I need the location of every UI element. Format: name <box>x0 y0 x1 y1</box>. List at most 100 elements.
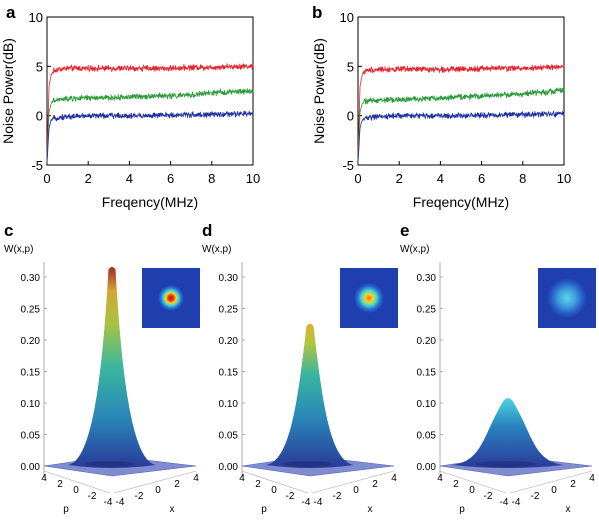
panel-a-xlabel: Freqency(MHz) <box>102 194 198 210</box>
y-tick-label: -5 <box>31 158 43 173</box>
panel-letter-d: d <box>202 221 212 240</box>
panel-a-series <box>46 63 254 164</box>
p-tick-label: 4 <box>41 473 47 484</box>
p-tick-label: 0 <box>73 485 79 496</box>
p-tick-label: 0 <box>271 485 277 496</box>
x-tick-label: -2 <box>333 491 342 502</box>
x-tick-label: 4 <box>437 171 444 186</box>
panel-b-series <box>357 63 565 164</box>
wigner-peak-surface <box>266 323 354 468</box>
p-tick-label: 4 <box>239 473 245 484</box>
z-tick-label: 0.00 <box>417 462 437 473</box>
p-tick-label: -4 <box>302 497 311 508</box>
x-tick-label: 6 <box>167 171 174 186</box>
z-tick-label: 0.05 <box>417 431 437 442</box>
z-tick-label: 0.10 <box>417 399 437 410</box>
z-tick-label: 0.30 <box>21 273 41 284</box>
y-tick-label: 10 <box>29 10 43 25</box>
x-axis-line <box>509 470 593 494</box>
x-tick-label: -4 <box>116 497 125 508</box>
x-tick-label: 2 <box>570 479 576 490</box>
y-tick-label: 0 <box>347 109 354 124</box>
x-tick-label: 4 <box>391 473 397 484</box>
x-tick-label: 4 <box>126 171 133 186</box>
x-tick-label: 8 <box>208 171 215 186</box>
z-tick-label: 0.20 <box>417 336 437 347</box>
panel-e: e W(x,p) 0.000.050.100.150.200.250.30420… <box>400 221 596 515</box>
p-axis-label: p <box>459 504 465 515</box>
x-tick-label: -4 <box>314 497 323 508</box>
z-tick-label: 0.15 <box>21 368 41 379</box>
noise-series-line <box>357 63 565 156</box>
p-axis-label: p <box>63 504 69 515</box>
x-tick-label: 0 <box>551 485 557 496</box>
noise-series-line <box>46 110 254 164</box>
panel-b-xlabel: Freqency(MHz) <box>413 194 509 210</box>
panel-letter-a: a <box>6 3 16 22</box>
x-tick-label: 6 <box>478 171 485 186</box>
x-tick-label: 0 <box>353 485 359 496</box>
y-tick-label: 5 <box>36 59 43 74</box>
panel-e-zlabel: W(x,p) <box>400 244 429 255</box>
z-tick-label: 0.05 <box>21 431 41 442</box>
peak-base-ring <box>475 461 537 467</box>
p-axis-label: p <box>261 504 267 515</box>
z-tick-label: 0.30 <box>417 273 437 284</box>
z-tick-label: 0.15 <box>417 368 437 379</box>
p-tick-label: 0 <box>469 485 475 496</box>
p-tick-label: -2 <box>484 491 493 502</box>
z-tick-label: 0.10 <box>21 399 41 410</box>
p-axis-line <box>439 470 507 494</box>
z-tick-label: 0.30 <box>219 273 239 284</box>
x-axis-label: x <box>368 504 373 515</box>
x-tick-label: -4 <box>512 497 521 508</box>
panel-letter-b: b <box>312 3 322 22</box>
y-tick-label: 0 <box>36 109 43 124</box>
p-tick-label: 2 <box>453 479 459 490</box>
wigner-peak-surface <box>68 267 156 468</box>
noise-series-line <box>46 63 254 158</box>
z-tick-label: 0.20 <box>21 336 41 347</box>
y-tick-label: -5 <box>342 158 354 173</box>
inset-wigner-colormap <box>158 285 184 311</box>
x-tick-label: 2 <box>372 479 378 490</box>
p-tick-label: 2 <box>255 479 261 490</box>
z-tick-label: 0.25 <box>417 305 437 316</box>
z-tick-label: 0.20 <box>219 336 239 347</box>
x-tick-label: 2 <box>85 171 92 186</box>
z-tick-label: 0.25 <box>219 305 239 316</box>
x-tick-label: 0 <box>354 171 361 186</box>
p-tick-label: -2 <box>286 491 295 502</box>
panel-a-ylabel: Noise Power(dB) <box>0 38 16 144</box>
p-tick-label: -4 <box>500 497 509 508</box>
x-axis-line <box>311 470 395 494</box>
x-tick-label: 4 <box>589 473 595 484</box>
panel-c: c W(x,p) 0.000.050.100.150.200.250.30420… <box>4 221 200 515</box>
z-tick-label: 0.05 <box>219 431 239 442</box>
p-axis-line <box>241 470 309 494</box>
panel-d: d W(x,p) 0.000.050.100.150.200.250.30420… <box>202 221 398 515</box>
z-tick-label: 0.00 <box>219 462 239 473</box>
panel-b-ylabel: Noise Power(dB) <box>311 38 327 144</box>
x-axis-label: x <box>170 504 175 515</box>
panel-letter-c: c <box>4 221 13 240</box>
p-axis-line <box>43 470 111 494</box>
x-tick-label: 4 <box>193 473 199 484</box>
inset-wigner-colormap <box>547 278 587 318</box>
noise-series-line <box>357 110 565 164</box>
x-tick-label: 0 <box>43 171 50 186</box>
y-tick-label: 10 <box>340 10 354 25</box>
z-tick-label: 0.25 <box>21 305 41 316</box>
noise-series-line <box>46 87 254 162</box>
noise-series-line <box>357 87 565 161</box>
inset-wigner-colormap <box>354 283 384 313</box>
z-tick-label: 0.15 <box>219 368 239 379</box>
x-tick-label: 10 <box>246 171 260 186</box>
panel-letter-e: e <box>400 221 409 240</box>
panel-d-zlabel: W(x,p) <box>202 244 231 255</box>
